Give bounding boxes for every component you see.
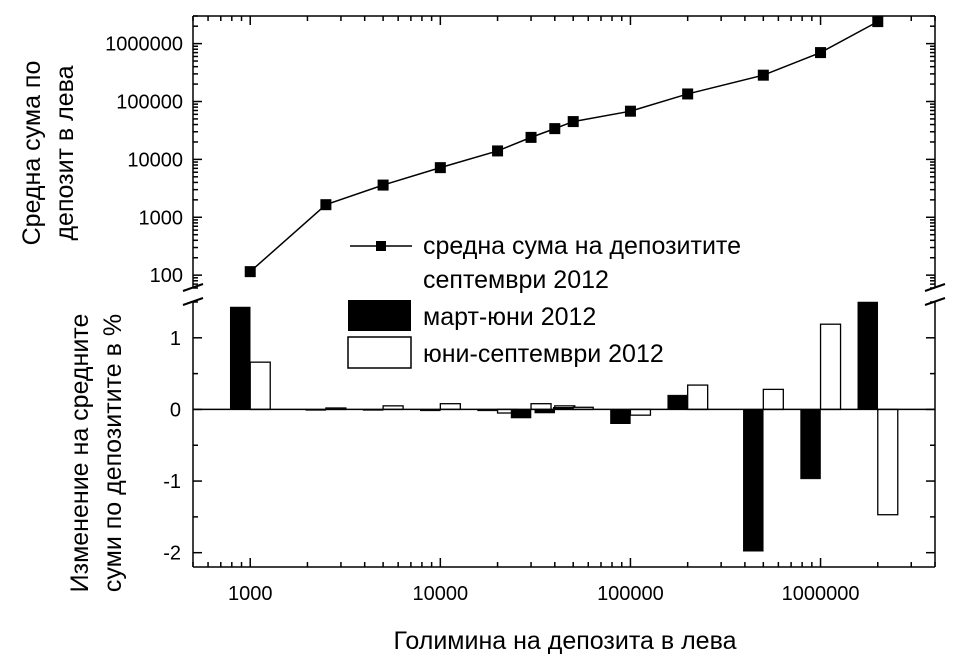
xtick-label: 100000 <box>597 583 664 605</box>
bar-mar-jun <box>667 394 688 410</box>
bar-jun-sep <box>819 323 842 411</box>
bar-mar-jun <box>743 409 764 552</box>
series-point <box>434 162 446 174</box>
bottom-ytick-label: -1 <box>163 471 181 493</box>
bar-mar-jun <box>800 409 821 480</box>
series-point <box>244 266 256 278</box>
bar-jun-sep <box>877 408 899 516</box>
legend: средна сума на депозитите септември 2012… <box>347 232 741 369</box>
bar-jun-sep <box>530 403 552 411</box>
bar-jun-sep <box>249 361 271 411</box>
bottom-ylabel-line-2: суми по депозитите в % <box>99 314 127 592</box>
top-ytick-label: 100 <box>150 265 183 287</box>
series-point <box>567 116 579 128</box>
legend-line-label-1: средна сума на депозитите <box>423 232 741 260</box>
series-point <box>682 88 694 100</box>
series-point <box>815 47 827 59</box>
xtick-label: 10000 <box>413 583 469 605</box>
series-point <box>320 199 332 211</box>
xtick-label: 1000 <box>228 583 273 605</box>
bar-jun-sep <box>687 384 709 411</box>
legend-white-swatch <box>347 336 412 369</box>
ticks-layer <box>192 15 936 567</box>
series-point <box>624 105 636 117</box>
bar-mar-jun <box>229 306 251 410</box>
legend-black-swatch <box>348 300 411 331</box>
bar-mar-jun <box>510 409 532 419</box>
xtick-label: 1000000 <box>782 583 860 605</box>
legend-line-marker <box>376 241 386 251</box>
bottom-ytick-label: 1 <box>170 328 181 350</box>
top-ylabel-line-2: депозит в лева <box>51 65 79 240</box>
legend-line-label-2: септември 2012 <box>423 266 609 294</box>
bar-jun-sep <box>439 403 461 411</box>
x-axis-title: Голимина на депозита в лева <box>394 627 737 655</box>
bottom-ytick-label: 0 <box>170 399 181 421</box>
labels-layer: 100 1000 10000 100000 1000000 -2 -1 0 1 1000 10000… <box>105 34 859 605</box>
top-ytick-label: 1000 <box>139 207 184 229</box>
bar-mar-jun <box>610 409 631 425</box>
bar-jun-sep <box>629 408 652 416</box>
line-layer <box>244 16 884 278</box>
top-ytick-label: 100000 <box>116 92 183 114</box>
top-ytick-label: 10000 <box>127 149 183 171</box>
legend-black-label: март-юни 2012 <box>423 303 596 331</box>
bottom-ytick-label: -2 <box>163 543 181 565</box>
top-ytick-label: 1000000 <box>105 34 183 56</box>
top-ylabel-line-1: Средна сума по <box>18 61 46 246</box>
series-point <box>377 179 389 191</box>
series-point <box>872 16 884 28</box>
series-point <box>525 131 537 143</box>
bar-jun-sep <box>762 388 784 411</box>
series-point <box>492 145 504 157</box>
series-point <box>757 69 769 81</box>
series-point <box>549 123 561 135</box>
bars-layer <box>229 301 899 552</box>
bar-mar-jun <box>857 301 879 410</box>
legend-white-label: юни-септември 2012 <box>423 340 664 368</box>
bottom-ylabel-line-1: Изменение на средните <box>66 314 94 593</box>
